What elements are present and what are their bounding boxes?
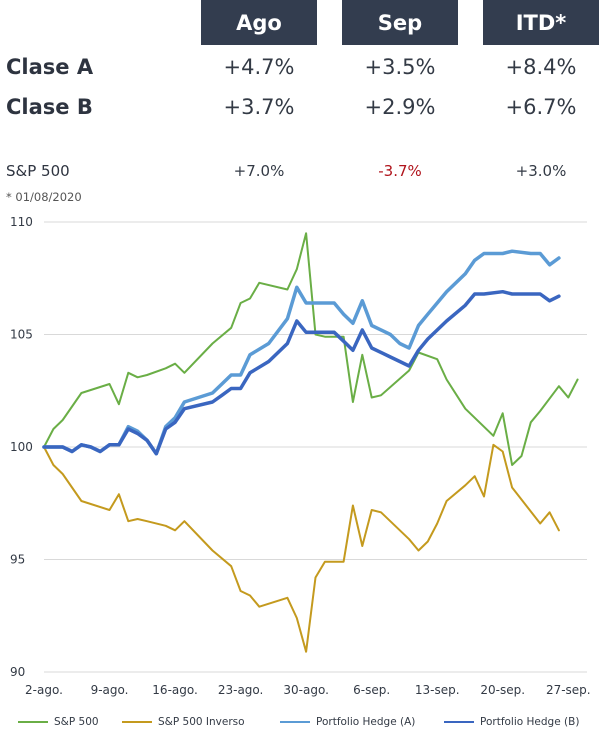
legend-item-sp500-inverso: S&P 500 Inverso [122,716,245,728]
clase-a-ago: +4.7% [223,55,295,79]
row-label-clase-b: Clase B [6,95,93,119]
legend-swatch-hedge-a [280,720,310,724]
legend-label-hedge-a: Portfolio Hedge (A) [316,716,416,728]
benchmark-sep: -3.7% [378,162,422,180]
header-ago: Ago [201,0,317,45]
performance-line-chart: 90 95 100 105 110 2-ago. 9-ago. 16-ago. 23-ago.… [10,215,591,697]
x-tick-label: 16-ago. [152,683,198,697]
header-sep: Sep [342,0,458,45]
inception-note: * 01/08/2020 [6,190,82,204]
benchmark-ago: +7.0% [233,162,285,180]
legend-label-hedge-b: Portfolio Hedge (B) [480,716,580,728]
y-tick-label: 100 [10,440,33,454]
y-tick-label: 95 [10,553,25,567]
legend-label-sp500-inverso: S&P 500 Inverso [158,716,245,728]
row-label-clase-a: Clase A [6,55,94,79]
legend-swatch-sp500 [18,720,48,724]
x-tick-label: 2-ago. [25,683,63,697]
x-tick-label: 20-sep. [480,683,525,697]
legend-item-hedge-b: Portfolio Hedge (B) [444,716,579,728]
y-tick-label: 110 [10,215,33,229]
series-line-s-p-500-inverso [43,443,560,653]
header-itd: ITD* [483,0,599,45]
y-tick-label: 90 [10,665,25,679]
legend-item-sp500: S&P 500 [18,716,99,728]
clase-b-sep: +2.9% [364,95,436,119]
x-tick-label: 6-sep. [353,683,390,697]
legend-swatch-hedge-b [444,720,474,724]
legend-label-sp500: S&P 500 [54,716,99,728]
clase-b-ago: +3.7% [223,95,295,119]
series-line-portfolio-hedge-b [42,289,561,456]
x-tick-label: 23-ago. [218,683,264,697]
y-tick-label: 105 [10,328,33,342]
benchmark-label: S&P 500 [6,162,70,180]
legend-item-hedge-a: Portfolio Hedge (A) [280,716,415,728]
chart-legend: S&P 500 S&P 500 Inverso Portfolio Hedge … [0,716,599,736]
x-tick-label: 9-ago. [91,683,129,697]
clase-a-itd: +8.4% [505,55,577,79]
x-tick-label: 30-ago. [283,683,329,697]
legend-swatch-sp500-inverso [122,720,152,724]
x-tick-label: 27-sep. [546,683,591,697]
clase-a-sep: +3.5% [364,55,436,79]
clase-b-itd: +6.7% [505,95,577,119]
series-line-s-p-500 [43,232,579,466]
benchmark-itd: +3.0% [515,162,567,180]
x-tick-label: 13-sep. [415,683,460,697]
